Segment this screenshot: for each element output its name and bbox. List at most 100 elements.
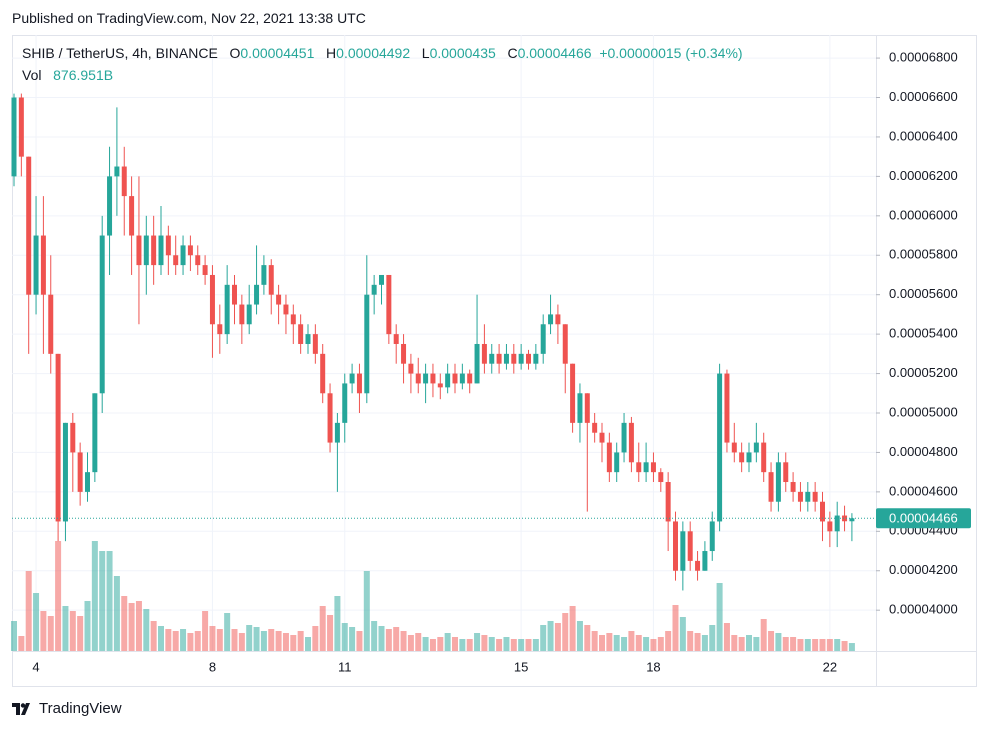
y-tick-label: 0.00005000 [889,404,958,419]
candle-body [709,521,715,552]
volume-label: Vol [22,67,42,83]
candle-body [731,442,737,453]
volume-bar [202,611,209,651]
candle-body [775,462,781,502]
candle-body [621,422,627,453]
candle-body [173,255,179,266]
candle-body [246,304,252,325]
candle-body [423,373,429,384]
volume-bar [260,631,267,651]
published-note: Published on TradingView.com, Nov 22, 20… [12,10,366,26]
volume-bar [393,627,400,651]
volume-bar [621,637,628,651]
volume-bar [848,643,855,651]
volume-bar [459,639,466,651]
x-tick-label: 22 [823,659,837,674]
volume-bar [297,631,304,651]
candle-body [628,422,634,463]
y-tick-label: 0.00004200 [889,562,958,577]
volume-bar [510,639,517,651]
candle-body [555,314,561,325]
volume-bar [672,605,679,651]
volume-bar [819,639,826,651]
volume-bar [172,631,179,651]
candle-body [364,294,370,394]
volume-bar [753,637,760,651]
candle-body [584,393,590,423]
candle-body [165,235,171,256]
volume-bar [709,625,716,651]
candle-body [327,393,333,443]
candle-body [761,442,767,473]
volume-bar [532,639,539,651]
volume-bar [481,635,488,651]
candle-body [48,294,54,354]
volume-bar [55,541,62,651]
candle-body [540,324,546,354]
volume-bar [635,635,642,651]
candle-body [739,452,745,463]
candle-body [334,422,340,443]
volume-bar [319,606,326,651]
volume-bar [128,603,135,651]
volume-bar [444,633,451,651]
volume-bar [143,609,150,651]
candle-body [459,373,465,384]
volume-bar [496,639,503,651]
candle-body [217,324,223,335]
volume-bar [150,621,157,651]
volume-value: 876.951B [53,67,114,83]
volume-bar [349,627,356,651]
volume-bar [576,621,583,651]
volume-bar [812,639,819,651]
candle-body [239,304,245,325]
volume-bar [356,631,363,651]
volume-bar [40,611,47,651]
volume-bar [826,639,833,651]
volume-bar [11,621,17,651]
price-tag [876,508,971,529]
candle-body [180,245,186,266]
y-tick-label: 0.00004600 [889,483,958,498]
candle-body [187,245,193,256]
volume-bar [33,593,40,651]
candle-body [643,462,649,473]
volume-bar [99,551,106,651]
volume-bar [474,633,481,651]
volume-bar [18,636,25,651]
volume-bar [327,615,334,651]
candle-body [151,235,157,266]
ohlc-value: 0.0000435 [429,45,496,61]
candle-body [834,515,840,532]
volume-bar [180,629,187,651]
candle-body [143,235,149,266]
candle-body [26,156,32,295]
candle-body [790,482,796,492]
brand-logo [12,702,30,715]
volume-bar [25,571,32,651]
candle-body [614,452,620,473]
ohlc-value: 0.00004492 [336,45,411,61]
y-tick-label: 0.00004800 [889,444,958,459]
candle-body [342,383,348,423]
volume-bar [371,621,378,651]
candle-body [77,452,83,492]
candle-body [55,353,61,522]
candle-body [209,274,215,325]
volume-bar [525,639,532,651]
y-tick-label: 0.00006000 [889,207,958,222]
volume-bar [599,635,605,651]
volume-bar [238,633,245,651]
candle-body [489,353,495,364]
volume-bar [84,601,91,651]
candle-body [114,166,120,177]
volume-bar [275,631,282,651]
volume-bar [91,541,98,651]
candle-body [562,324,568,364]
volume-bars [11,541,855,651]
volume-bar [363,571,370,651]
brand-name: TradingView [39,700,122,717]
candle-body [195,255,201,266]
volume-bar [606,633,613,651]
volume-bar [290,635,297,651]
